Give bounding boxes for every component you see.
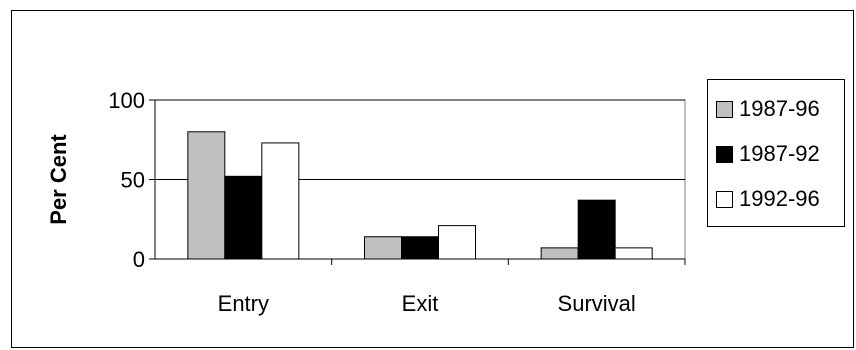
legend-label-1987-92: 1987-92: [739, 141, 820, 166]
legend-item-1987-92: 1987-92: [716, 139, 820, 169]
y-tick-label-50: 50: [121, 168, 145, 193]
bar-exit-1987-96: [364, 236, 402, 260]
bar-survival-1987-92: [577, 199, 616, 260]
x-tick-label-survival: Survival: [558, 291, 636, 316]
bar-survival-1992-96: [614, 247, 653, 260]
x-tick-label-entry: Entry: [218, 291, 269, 316]
legend: 1987-96 1987-92 1992-96: [707, 79, 845, 227]
bar-entry-1987-96: [187, 131, 226, 260]
legend-swatch-1992-96: [716, 190, 733, 208]
y-tick-label-100: 100: [108, 88, 145, 113]
legend-item-1992-96: 1992-96: [716, 184, 820, 214]
bar-survival-1987-96: [540, 247, 579, 260]
legend-swatch-1987-92: [716, 145, 733, 163]
legend-swatch-1987-96: [716, 100, 733, 118]
bar-entry-1992-96: [261, 142, 300, 260]
legend-item-1987-96: 1987-96: [716, 94, 820, 124]
bar-exit-1987-92: [401, 236, 439, 260]
legend-label-1992-96: 1992-96: [739, 186, 820, 211]
x-tick-label-exit: Exit: [402, 291, 439, 316]
bar-entry-1987-92: [224, 175, 263, 260]
y-axis-label: Per Cent: [46, 134, 71, 225]
legend-label-1987-96: 1987-96: [739, 96, 820, 121]
bar-exit-1992-96: [438, 225, 476, 260]
y-tick-label-0: 0: [133, 247, 145, 272]
